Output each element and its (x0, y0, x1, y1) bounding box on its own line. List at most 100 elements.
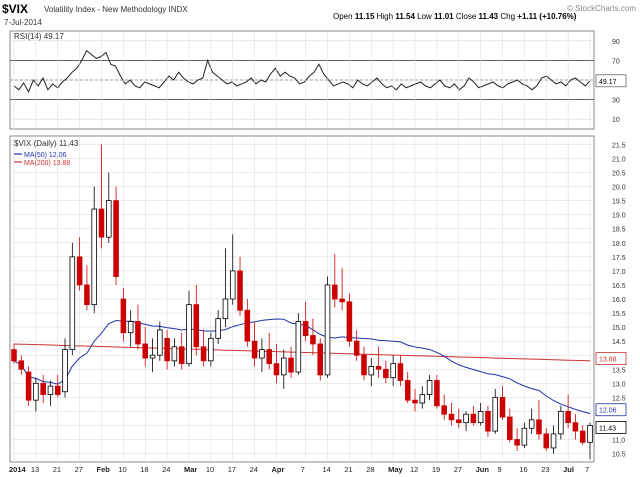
candle (543, 428, 550, 451)
rsi-line (13, 49, 591, 93)
candle (69, 242, 76, 356)
candle (113, 186, 119, 285)
ma50-tag: 12.06 (599, 408, 617, 415)
candle-body (76, 256, 83, 286)
x-tick-label: 21 (53, 465, 61, 474)
candle (404, 372, 411, 403)
candle-body (470, 413, 477, 424)
candle-body (492, 396, 498, 432)
candle (215, 310, 221, 344)
candle (528, 408, 535, 434)
candle-body (507, 416, 513, 440)
price-tick-label: 14.5 (612, 339, 626, 346)
candle-body (25, 371, 32, 401)
candle (587, 422, 593, 460)
candle (368, 358, 375, 387)
price-tick-label: 21.5 (612, 142, 626, 149)
price-tick-label: 19.0 (612, 213, 626, 220)
candle (120, 287, 127, 342)
open-label: Open (333, 12, 353, 21)
x-tick-label: 17 (228, 465, 236, 474)
x-tick-label: 14 (323, 465, 331, 474)
candle (244, 299, 251, 347)
candle (229, 234, 236, 305)
price-tick-label: 17.5 (612, 255, 626, 262)
high-label: High (376, 12, 394, 21)
candle (412, 388, 418, 412)
candle (361, 346, 367, 381)
candle (558, 405, 564, 440)
candle (222, 248, 229, 328)
candle (536, 400, 542, 440)
candle (54, 374, 61, 398)
candle (434, 374, 440, 409)
candle-body (98, 208, 105, 238)
candle-body (281, 357, 287, 376)
price-tick-label: 16.0 (612, 297, 626, 304)
candle-body (222, 298, 229, 320)
candle (463, 411, 469, 432)
candle-body (455, 419, 462, 424)
x-tick-label: 9 (498, 465, 502, 474)
candle-body (33, 382, 39, 401)
candle-body (157, 329, 163, 356)
symbol-name: Volatility Index - New Methodology INDX (44, 5, 188, 14)
candle-body (587, 425, 593, 443)
candle-body (251, 340, 258, 359)
candle-body (448, 413, 455, 421)
x-tick-label: 7 (301, 465, 305, 474)
candle (62, 338, 68, 398)
x-tick-label: 10 (206, 465, 214, 474)
candle-body (324, 284, 331, 376)
x-tick-label: 10 (118, 465, 126, 474)
price-tick-label: 15.0 (612, 325, 626, 332)
close-tag-box (595, 421, 627, 434)
candle-body (193, 304, 200, 348)
chg-value: +1.11 (+10.76%) (517, 12, 577, 21)
x-tick-label: May (388, 465, 403, 474)
candle-body (543, 433, 550, 449)
price-tick-label: 12.5 (612, 395, 626, 402)
rsi-tick-label: 90 (612, 39, 620, 46)
price-tick-label: 10.5 (612, 452, 626, 459)
candle (135, 304, 141, 350)
rsi-last-value: 49.17 (599, 79, 617, 86)
candle-body (244, 309, 251, 342)
candle-body (565, 411, 571, 424)
candle (259, 338, 265, 373)
candle (237, 256, 243, 316)
candle-body (361, 354, 367, 376)
price-tick-label: 17.0 (612, 269, 626, 276)
rsi-tick-label: 10 (612, 117, 620, 124)
quote-bar: Open 11.15 High 11.54 Low 11.01 Close 11… (333, 12, 576, 21)
candle (419, 386, 426, 409)
candle-body (434, 380, 440, 407)
candle (448, 402, 455, 426)
candle (98, 144, 105, 249)
candle-body (426, 380, 433, 395)
x-tick-label: 18 (140, 465, 148, 474)
candle (106, 172, 112, 243)
x-tick-label: Jul (563, 465, 574, 474)
candle (470, 405, 477, 426)
watermark: © StockCharts.com (566, 4, 636, 13)
candle (295, 313, 302, 375)
candle-body (368, 366, 375, 376)
x-tick-label: 24 (162, 465, 170, 474)
candle-body (514, 439, 520, 446)
chart-date: 7-Jul-2014 (4, 18, 42, 27)
candle (477, 402, 484, 426)
candle-body (536, 419, 542, 435)
candle (346, 293, 353, 347)
ma200-tag-box (595, 352, 627, 365)
candle-body (419, 394, 426, 404)
x-tick-label: 27 (454, 465, 462, 474)
price-tick-label: 16.5 (612, 283, 626, 290)
candle (40, 374, 46, 403)
candle (390, 355, 396, 387)
candle (164, 329, 170, 370)
x-tick-label: 23 (541, 465, 549, 474)
candle (332, 254, 338, 308)
candle-body (200, 346, 207, 362)
